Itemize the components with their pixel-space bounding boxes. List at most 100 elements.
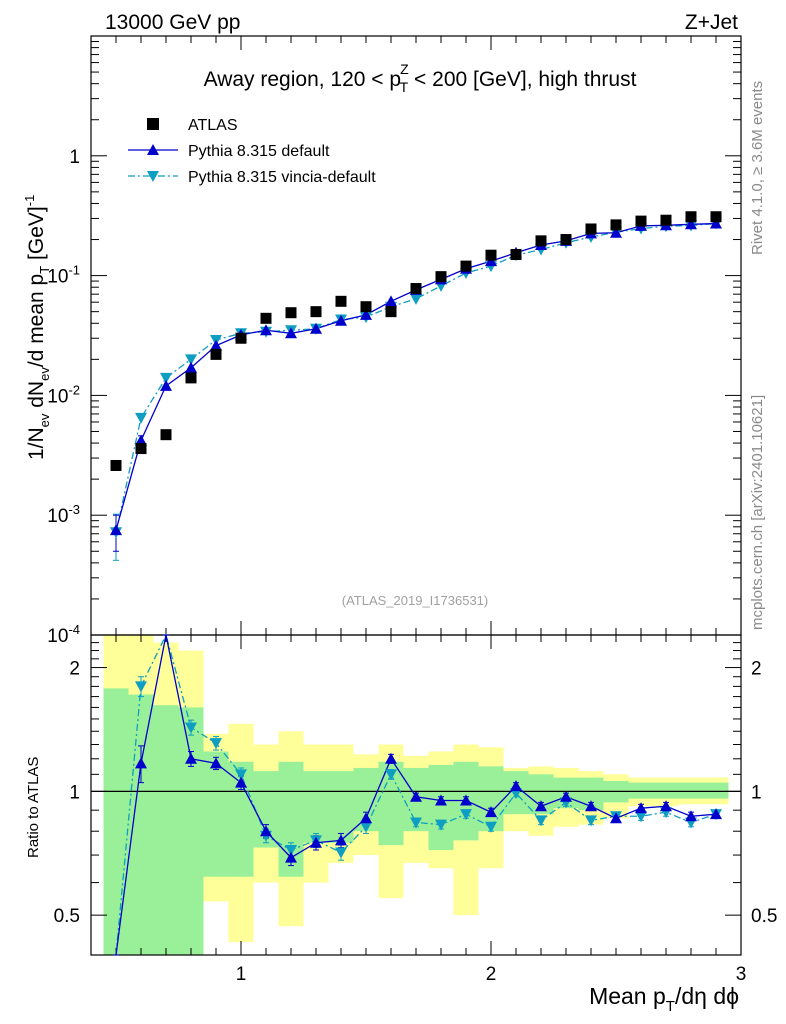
ratio-y-tick-label: 1 xyxy=(69,782,80,803)
atlas-point xyxy=(535,235,547,247)
vincia-ratio-point xyxy=(635,811,647,823)
default-point xyxy=(210,339,222,351)
ratio-band-inner xyxy=(703,782,729,799)
atlas-point xyxy=(185,372,197,384)
process-label: Z+Jet xyxy=(685,11,738,34)
ratio-band-inner xyxy=(303,771,329,843)
ratio-band-inner xyxy=(203,751,229,877)
vincia-ratio-point xyxy=(235,769,247,781)
vincia-point xyxy=(185,354,197,366)
atlas-point xyxy=(310,306,322,318)
ratio-y-tick-label: 0.5 xyxy=(54,906,80,927)
ratio-y-tick-label-right: 2 xyxy=(751,659,762,680)
legend-atlas-marker xyxy=(147,118,159,130)
atlas-point xyxy=(235,332,247,344)
default-ratio-point xyxy=(185,752,197,764)
analysis-watermark: (ATLAS_2019_I1736531) xyxy=(342,593,488,608)
default-ratio-point xyxy=(435,794,447,806)
atlas-point xyxy=(385,306,397,318)
vincia-ratio-point xyxy=(360,821,372,833)
mcplots-label: mcplots.cern.ch [arXiv:2401.10621] xyxy=(749,395,766,630)
legend: ATLAS Pythia 8.315 default Pythia 8.315 vi… xyxy=(128,117,376,186)
legend-vincia-label: Pythia 8.315 vincia-default xyxy=(188,169,376,186)
y-tick-label: 10-4 xyxy=(47,622,80,647)
atlas-point xyxy=(110,459,122,471)
vincia-ratio-point xyxy=(410,817,422,829)
default-point xyxy=(385,295,397,307)
vincia-ratio-point xyxy=(285,845,297,857)
ratio-band-inner xyxy=(653,782,679,799)
default-point xyxy=(610,226,622,238)
default-ratio-point xyxy=(235,776,247,788)
atlas-point xyxy=(160,429,172,441)
vincia-ratio-point xyxy=(335,847,347,859)
vincia-ratio-point xyxy=(210,738,222,750)
default-ratio-point xyxy=(260,825,272,837)
ratio-panel-marks xyxy=(113,633,722,956)
default-ratio-point xyxy=(710,808,722,820)
ratio-y-tick-label: 2 xyxy=(69,659,80,680)
default-ratio-point xyxy=(660,800,672,812)
y-tick-label: 10-3 xyxy=(47,502,80,527)
atlas-point xyxy=(260,312,272,324)
vincia-ratio-point xyxy=(460,809,472,821)
ratio-panel-ticks: 1 2 3 0.5 0.5 1 1 2 2 xyxy=(54,634,777,985)
atlas-point xyxy=(435,271,447,283)
ratio-uncertainty-bands xyxy=(91,635,741,955)
atlas-point xyxy=(335,295,347,307)
vincia-ratio-point xyxy=(485,821,497,833)
vincia-ratio-point xyxy=(385,769,397,781)
vincia-ratio-point xyxy=(435,819,447,831)
rivet-label: Rivet 4.1.0, ≥ 3.6M events xyxy=(749,81,766,255)
atlas-point xyxy=(660,214,672,226)
default-point xyxy=(685,218,697,230)
y-tick-label: 1 xyxy=(69,147,80,168)
atlas-point xyxy=(410,283,422,295)
ratio-band-inner xyxy=(128,694,154,955)
ratio-y-tick-label-right: 1 xyxy=(751,782,762,803)
main-panel-ticks: 10-4 10-3 10-2 10-1 1 xyxy=(47,36,742,647)
default-point xyxy=(185,361,197,373)
default-ratio-point xyxy=(285,851,297,863)
default-point xyxy=(710,217,722,229)
default-ratio-point xyxy=(460,794,472,806)
vincia-point xyxy=(135,412,147,424)
legend-atlas-label: ATLAS xyxy=(188,117,238,134)
ratio-band-inner xyxy=(178,707,204,955)
vincia-ratio-point xyxy=(585,815,597,827)
default-ratio-point xyxy=(510,780,522,792)
default-ratio-point xyxy=(485,806,497,818)
atlas-point xyxy=(285,307,297,319)
legend-default-marker xyxy=(147,144,159,155)
vincia-ratio-point xyxy=(185,722,197,734)
default-ratio-point xyxy=(535,800,547,812)
x-tick-label: 3 xyxy=(736,964,747,985)
atlas-point xyxy=(135,443,147,455)
atlas-point xyxy=(460,260,472,272)
default-ratio-point xyxy=(310,836,322,848)
atlas-point xyxy=(635,215,647,227)
default-ratio-point xyxy=(335,834,347,846)
ratio-band-inner xyxy=(628,782,654,799)
ratio-band-inner xyxy=(478,766,504,832)
plot-title: Away region, 120 < pZ T < 200 [GeV], high… xyxy=(204,61,637,95)
default-ratio-point xyxy=(210,757,222,769)
energy-label: 13000 GeV pp xyxy=(105,11,240,34)
ratio-y-tick-label-right: 0.5 xyxy=(751,906,777,927)
default-ratio-point xyxy=(560,790,572,802)
default-point xyxy=(160,379,172,391)
atlas-point xyxy=(210,348,222,360)
default-ratio-point xyxy=(135,757,147,769)
x-tick-label: 1 xyxy=(236,964,247,985)
x-axis-label: Mean pT/dη dϕ xyxy=(589,983,739,1015)
atlas-point xyxy=(510,249,522,261)
vincia-ratio-point xyxy=(135,681,147,693)
default-line xyxy=(115,222,717,531)
ratio-y-axis-label: Ratio to ATLAS xyxy=(25,757,42,858)
atlas-point xyxy=(710,211,722,223)
default-ratio-point xyxy=(635,802,647,814)
default-ratio-point xyxy=(360,812,372,824)
default-point xyxy=(135,434,147,446)
ratio-band-inner xyxy=(428,764,454,851)
